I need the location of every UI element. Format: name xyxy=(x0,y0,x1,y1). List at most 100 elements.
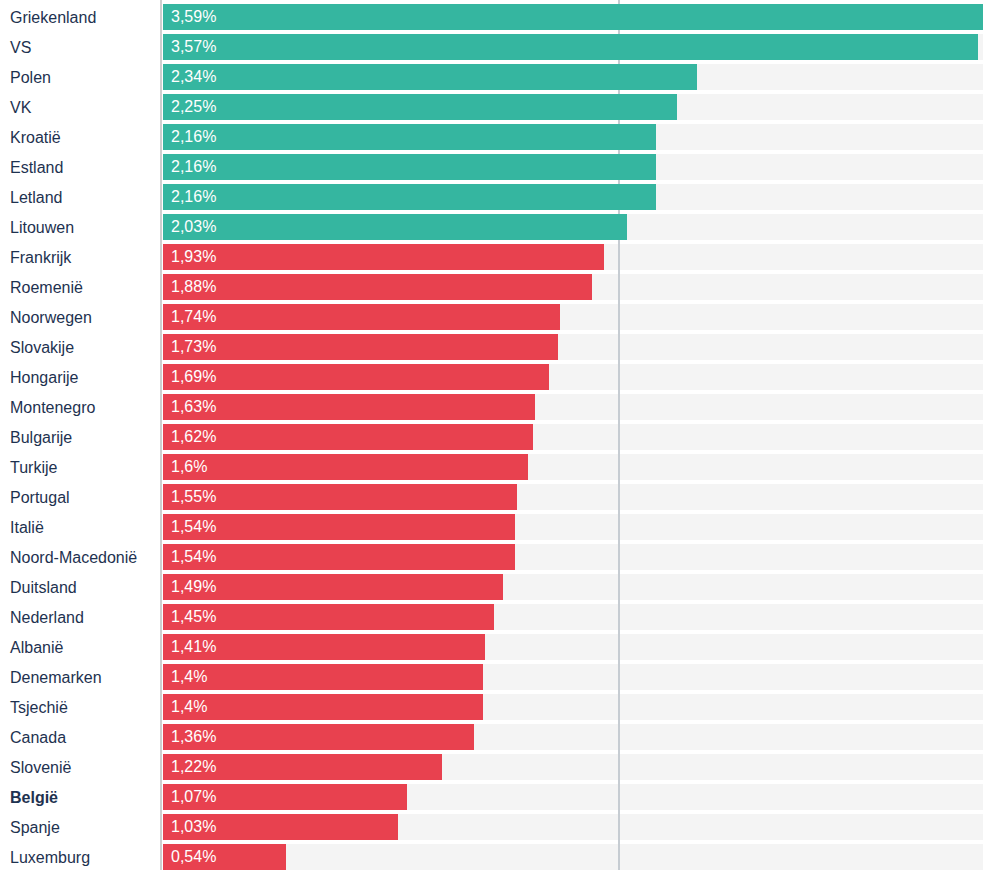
bar-low: 1,93% xyxy=(163,244,604,270)
bar-row: Spanje1,03% xyxy=(0,810,999,840)
bar-track-area: 1,6% xyxy=(163,454,983,480)
country-label: Litouwen xyxy=(0,210,163,240)
bar-low: 1,6% xyxy=(163,454,528,480)
country-label: Canada xyxy=(0,720,163,750)
bar-low: 1,69% xyxy=(163,364,549,390)
country-label: Letland xyxy=(0,180,163,210)
bar-high: 2,03% xyxy=(163,214,627,240)
bar-row: Roemenië1,88% xyxy=(0,270,999,300)
country-label: VS xyxy=(0,30,163,60)
bar-row: Slovakije1,73% xyxy=(0,330,999,360)
bar-low: 1,62% xyxy=(163,424,533,450)
country-label: Luxemburg xyxy=(0,840,163,870)
bar-low: 1,63% xyxy=(163,394,535,420)
country-label: Noord-Macedonië xyxy=(0,540,163,570)
bar-high: 2,16% xyxy=(163,184,656,210)
country-label: Kroatië xyxy=(0,120,163,150)
bar-row: Noorwegen1,74% xyxy=(0,300,999,330)
bar-row: Duitsland1,49% xyxy=(0,570,999,600)
bar-low: 1,07% xyxy=(163,784,407,810)
bar-track-area: 2,03% xyxy=(163,214,983,240)
zero-axis-line xyxy=(160,0,162,870)
country-label: België xyxy=(0,780,163,810)
chart-rows: Griekenland3,59%VS3,57%Polen2,34%VK2,25%… xyxy=(0,0,999,870)
bar-track-area: 1,4% xyxy=(163,694,983,720)
bar-row: Denemarken1,4% xyxy=(0,660,999,690)
country-label: Albanië xyxy=(0,630,163,660)
bar-row: Letland2,16% xyxy=(0,180,999,210)
country-label: Duitsland xyxy=(0,570,163,600)
bar-row: Litouwen2,03% xyxy=(0,210,999,240)
bar-low: 1,55% xyxy=(163,484,517,510)
bar-row: Griekenland3,59% xyxy=(0,0,999,30)
bar-high: 3,57% xyxy=(163,34,978,60)
bar-row: Estland2,16% xyxy=(0,150,999,180)
country-label: Turkije xyxy=(0,450,163,480)
bar-track-area: 1,54% xyxy=(163,514,983,540)
bar-row: Slovenië1,22% xyxy=(0,750,999,780)
bar-track-area: 1,63% xyxy=(163,394,983,420)
bar-low: 1,54% xyxy=(163,514,515,540)
bar-track-area: 1,36% xyxy=(163,724,983,750)
country-label: Denemarken xyxy=(0,660,163,690)
bar-track-area: 1,49% xyxy=(163,574,983,600)
bar-low: 1,54% xyxy=(163,544,515,570)
bar-low: 1,45% xyxy=(163,604,494,630)
bar-row: Hongarije1,69% xyxy=(0,360,999,390)
bar-track-area: 3,57% xyxy=(163,34,983,60)
bar-row: Frankrijk1,93% xyxy=(0,240,999,270)
country-label: Hongarije xyxy=(0,360,163,390)
bar-high: 3,59% xyxy=(163,4,983,30)
country-label: VK xyxy=(0,90,163,120)
bar-high: 2,16% xyxy=(163,154,656,180)
country-label: Slovakije xyxy=(0,330,163,360)
bar-track-area: 1,4% xyxy=(163,664,983,690)
bar-row: VS3,57% xyxy=(0,30,999,60)
country-label: Nederland xyxy=(0,600,163,630)
bar-track-area: 2,34% xyxy=(163,64,983,90)
bar-low: 1,03% xyxy=(163,814,398,840)
bar-row: Polen2,34% xyxy=(0,60,999,90)
bar-low: 1,49% xyxy=(163,574,503,600)
bar-low: 0,54% xyxy=(163,844,286,870)
bar-track-area: 2,25% xyxy=(163,94,983,120)
bar-track-area: 1,22% xyxy=(163,754,983,780)
country-label: Tsjechië xyxy=(0,690,163,720)
bar-track-area: 2,16% xyxy=(163,184,983,210)
country-label: Frankrijk xyxy=(0,240,163,270)
country-label: Spanje xyxy=(0,810,163,840)
country-label: Italië xyxy=(0,510,163,540)
bar-row: België1,07% xyxy=(0,780,999,810)
bar-track-area: 1,07% xyxy=(163,784,983,810)
bar-row: Bulgarije1,62% xyxy=(0,420,999,450)
bar-high: 2,34% xyxy=(163,64,697,90)
bar-row: Italië1,54% xyxy=(0,510,999,540)
bar-row: Kroatië2,16% xyxy=(0,120,999,150)
bar-track-area: 1,54% xyxy=(163,544,983,570)
bar-row: Montenegro1,63% xyxy=(0,390,999,420)
bar-low: 1,73% xyxy=(163,334,558,360)
bar-row: Canada1,36% xyxy=(0,720,999,750)
bar-low: 1,36% xyxy=(163,724,474,750)
bar-row: Albanië1,41% xyxy=(0,630,999,660)
bar-track-area: 1,45% xyxy=(163,604,983,630)
bar-track-area: 0,54% xyxy=(163,844,983,870)
bar-track-area: 1,93% xyxy=(163,244,983,270)
bar-low: 1,4% xyxy=(163,664,483,690)
bar-row: Portugal1,55% xyxy=(0,480,999,510)
bar-track-area: 1,41% xyxy=(163,634,983,660)
country-label: Polen xyxy=(0,60,163,90)
bar-low: 1,88% xyxy=(163,274,592,300)
bar-low: 1,22% xyxy=(163,754,442,780)
bar-track-area: 1,74% xyxy=(163,304,983,330)
bar-low: 1,4% xyxy=(163,694,483,720)
country-label: Montenegro xyxy=(0,390,163,420)
bar-row: Tsjechië1,4% xyxy=(0,690,999,720)
bar-low: 1,74% xyxy=(163,304,560,330)
bar-row: Nederland1,45% xyxy=(0,600,999,630)
bar-track-area: 2,16% xyxy=(163,124,983,150)
bar-track-area: 1,69% xyxy=(163,364,983,390)
bar-track-area: 1,62% xyxy=(163,424,983,450)
country-label: Portugal xyxy=(0,480,163,510)
bar-track-area: 1,03% xyxy=(163,814,983,840)
